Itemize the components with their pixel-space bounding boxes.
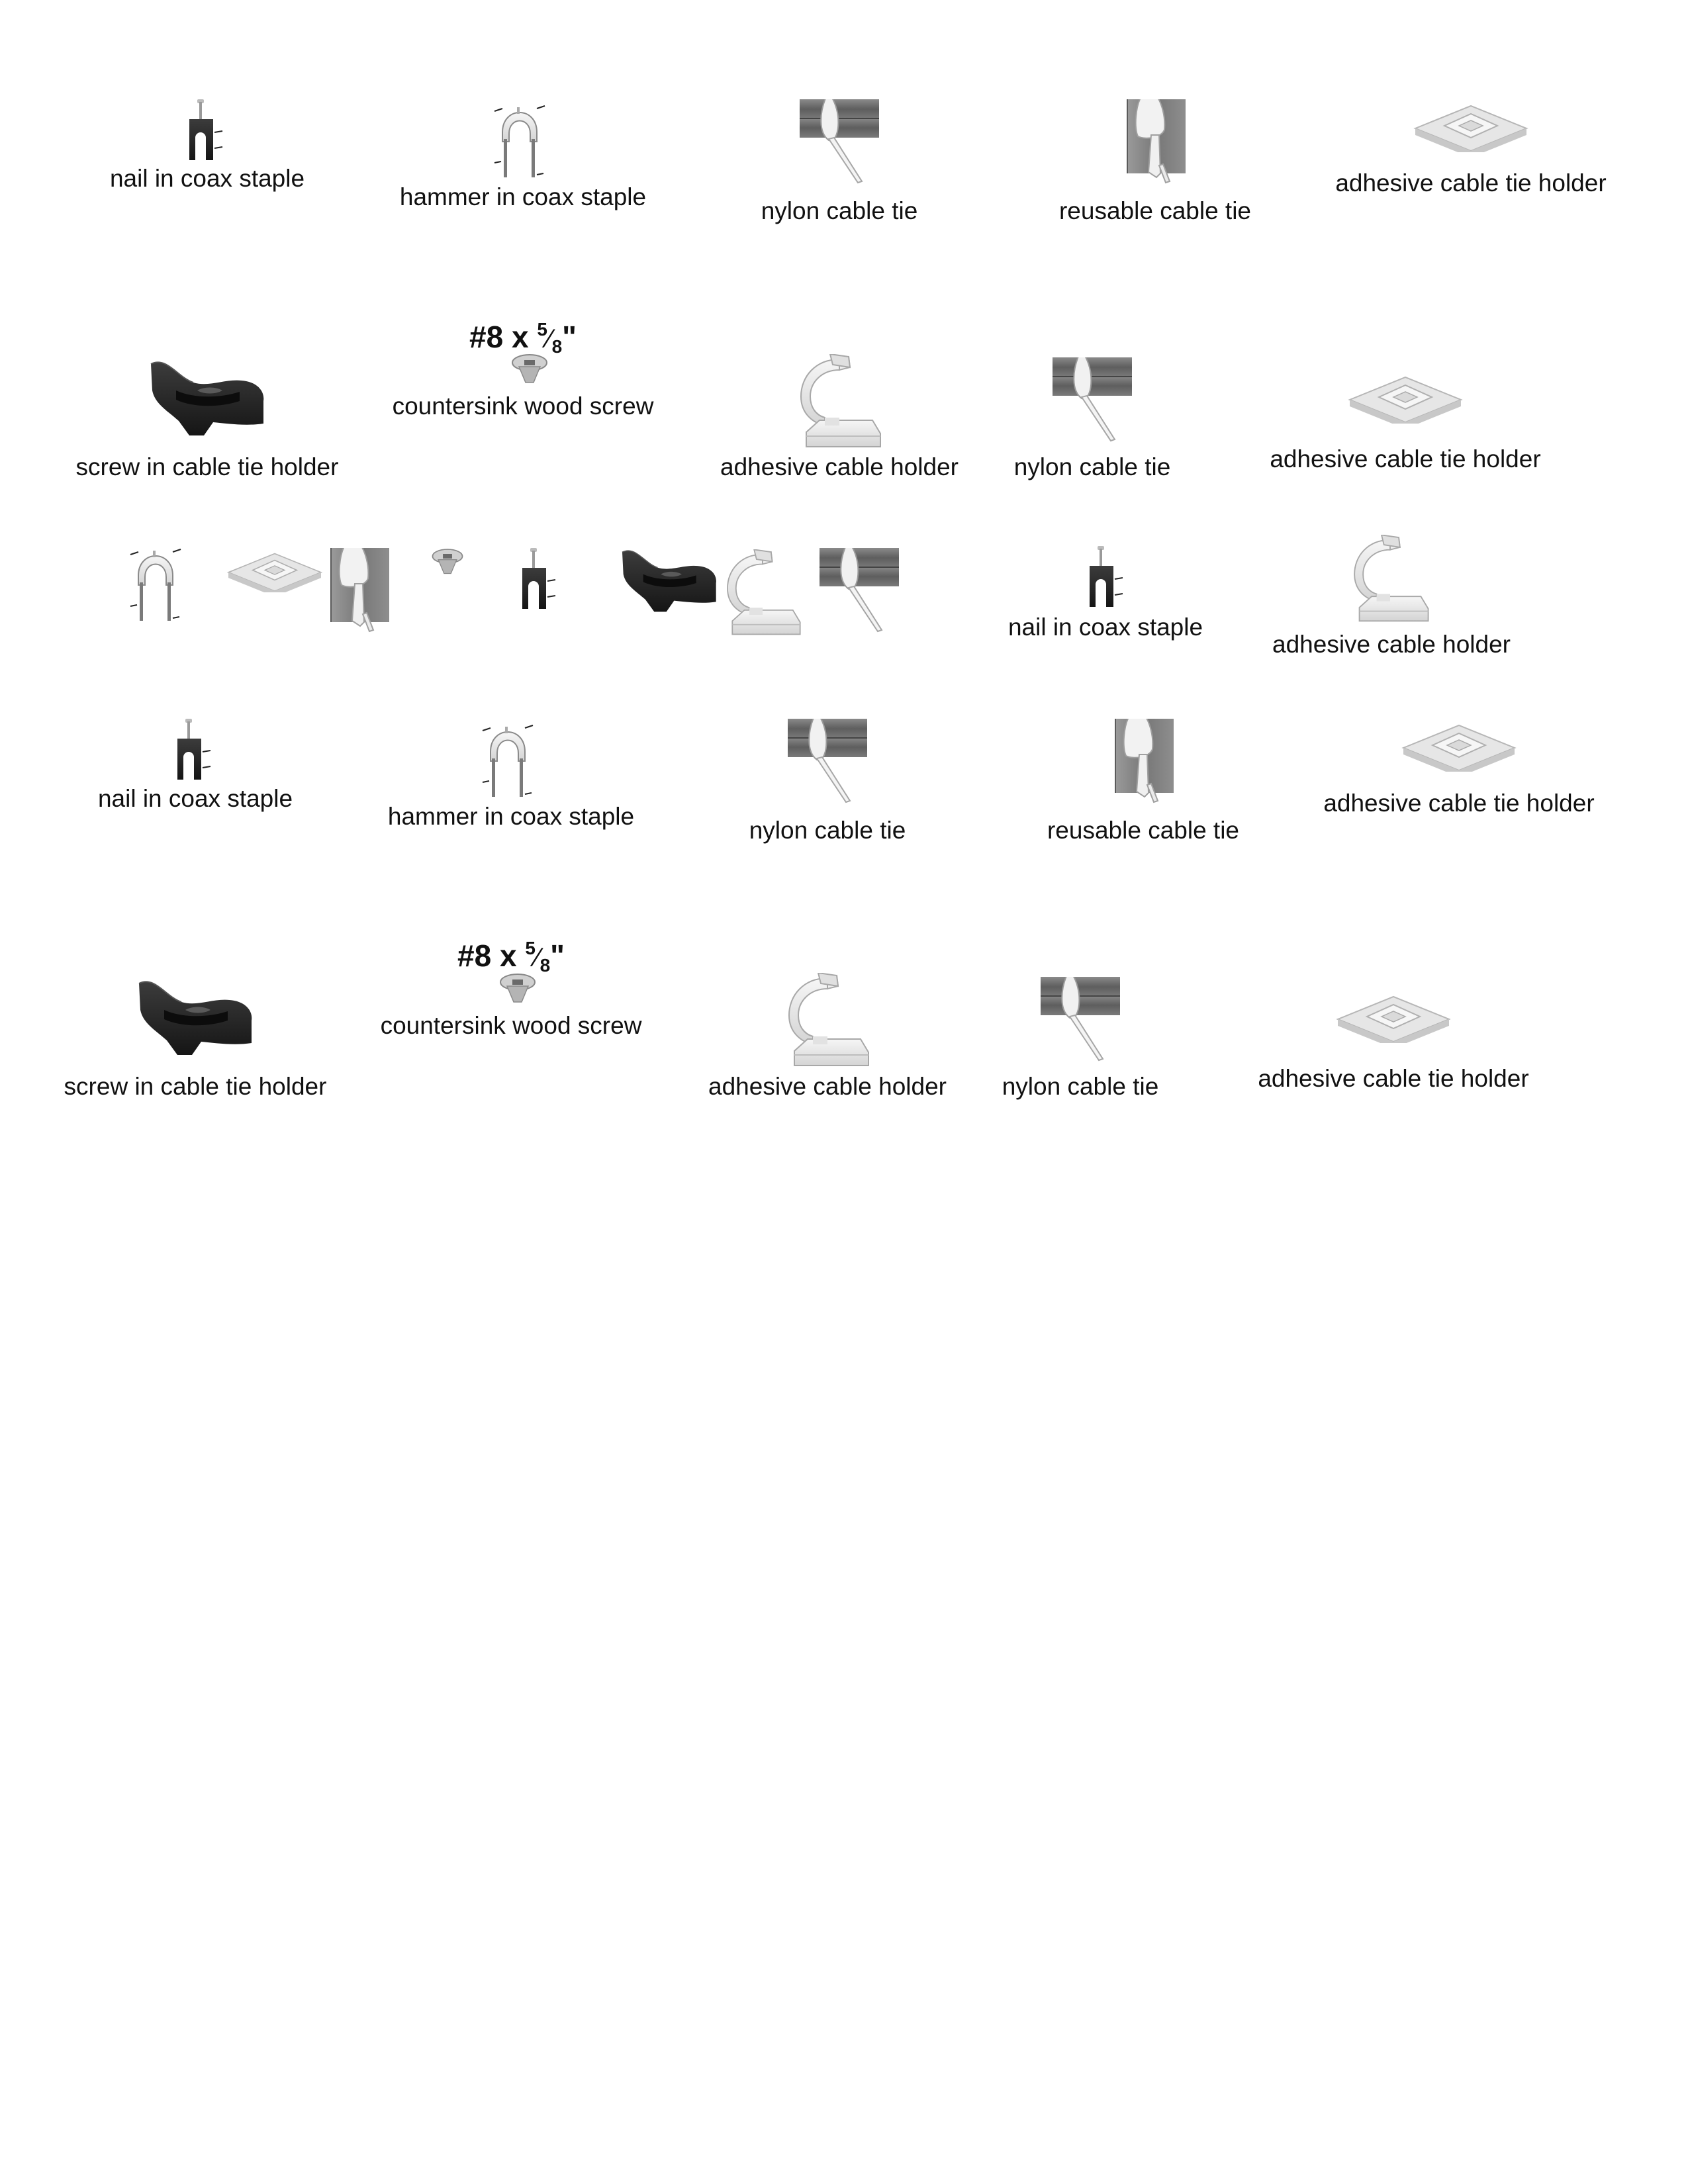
item-label: hammer in coax staple — [399, 183, 647, 210]
adhesive-cable-tie-holder-icon — [1346, 371, 1465, 424]
screw-in-cable-tie-holder-icon — [619, 547, 718, 613]
item-label: hammer in coax staple — [387, 803, 635, 830]
adhesive-cable-tie-holder-icon — [1411, 99, 1530, 152]
screw-size-spec: #8 x 5⁄8" — [469, 319, 577, 357]
adhesive-cable-holder-icon — [1347, 535, 1433, 627]
nail-in-coax-staple-icon — [185, 99, 225, 162]
nylon-cable-tie-icon — [800, 99, 879, 185]
item-label: reusable cable tie — [1047, 817, 1240, 844]
nail-in-coax-staple-icon — [1086, 546, 1125, 609]
screw-size-spec: #8 x 5⁄8" — [457, 938, 565, 976]
item-label: countersink wood screw — [392, 392, 654, 420]
adhesive-cable-holder-icon — [793, 354, 886, 453]
nylon-cable-tie-icon — [820, 548, 899, 634]
item-label: nail in coax staple — [109, 165, 305, 192]
hammer-in-coax-staple-icon — [493, 99, 546, 179]
hammer-in-coax-staple-icon — [481, 719, 534, 798]
countersink-wood-screw-icon — [498, 973, 538, 1006]
item-label: nail in coax staple — [97, 785, 293, 812]
item-label: reusable cable tie — [1058, 197, 1252, 224]
item-label: screw in cable tie holder — [75, 453, 339, 480]
item-label: screw in cable tie holder — [64, 1073, 327, 1100]
item-label: nylon cable tie — [1013, 453, 1171, 480]
item-label: nylon cable tie — [761, 197, 918, 224]
item-label: adhesive cable holder — [708, 1073, 947, 1100]
item-label: countersink wood screw — [380, 1012, 642, 1039]
item-label: adhesive cable tie holder — [1258, 1065, 1529, 1092]
item-label: adhesive cable holder — [720, 453, 959, 480]
adhesive-cable-tie-holder-icon — [1334, 990, 1453, 1043]
item-label: nail in coax staple — [1008, 614, 1203, 641]
item-label: adhesive cable holder — [1272, 631, 1511, 658]
adhesive-cable-tie-holder-icon — [225, 548, 324, 592]
reusable-cable-tie-icon — [1110, 719, 1176, 811]
item-label: adhesive cable tie holder — [1335, 169, 1607, 197]
nylon-cable-tie-icon — [1041, 977, 1120, 1063]
nylon-cable-tie-icon — [788, 719, 867, 805]
reusable-cable-tie-icon — [326, 548, 392, 641]
adhesive-cable-tie-holder-icon — [1399, 719, 1519, 772]
hammer-in-coax-staple-icon — [129, 543, 182, 622]
item-label: nylon cable tie — [1002, 1073, 1159, 1100]
nylon-cable-tie-icon — [1053, 357, 1132, 443]
countersink-wood-screw-icon — [430, 548, 465, 577]
reusable-cable-tie-icon — [1122, 99, 1188, 192]
adhesive-cable-holder-icon — [720, 549, 805, 641]
item-label: adhesive cable tie holder — [1323, 790, 1595, 817]
item-label: adhesive cable tie holder — [1270, 445, 1541, 473]
adhesive-cable-holder-icon — [781, 973, 874, 1072]
screw-in-cable-tie-holder-icon — [147, 357, 266, 437]
countersink-wood-screw-icon — [510, 353, 549, 387]
item-label: nylon cable tie — [749, 817, 906, 844]
nail-in-coax-staple-icon — [518, 548, 558, 611]
nail-in-coax-staple-icon — [173, 719, 213, 782]
screw-in-cable-tie-holder-icon — [135, 977, 254, 1056]
